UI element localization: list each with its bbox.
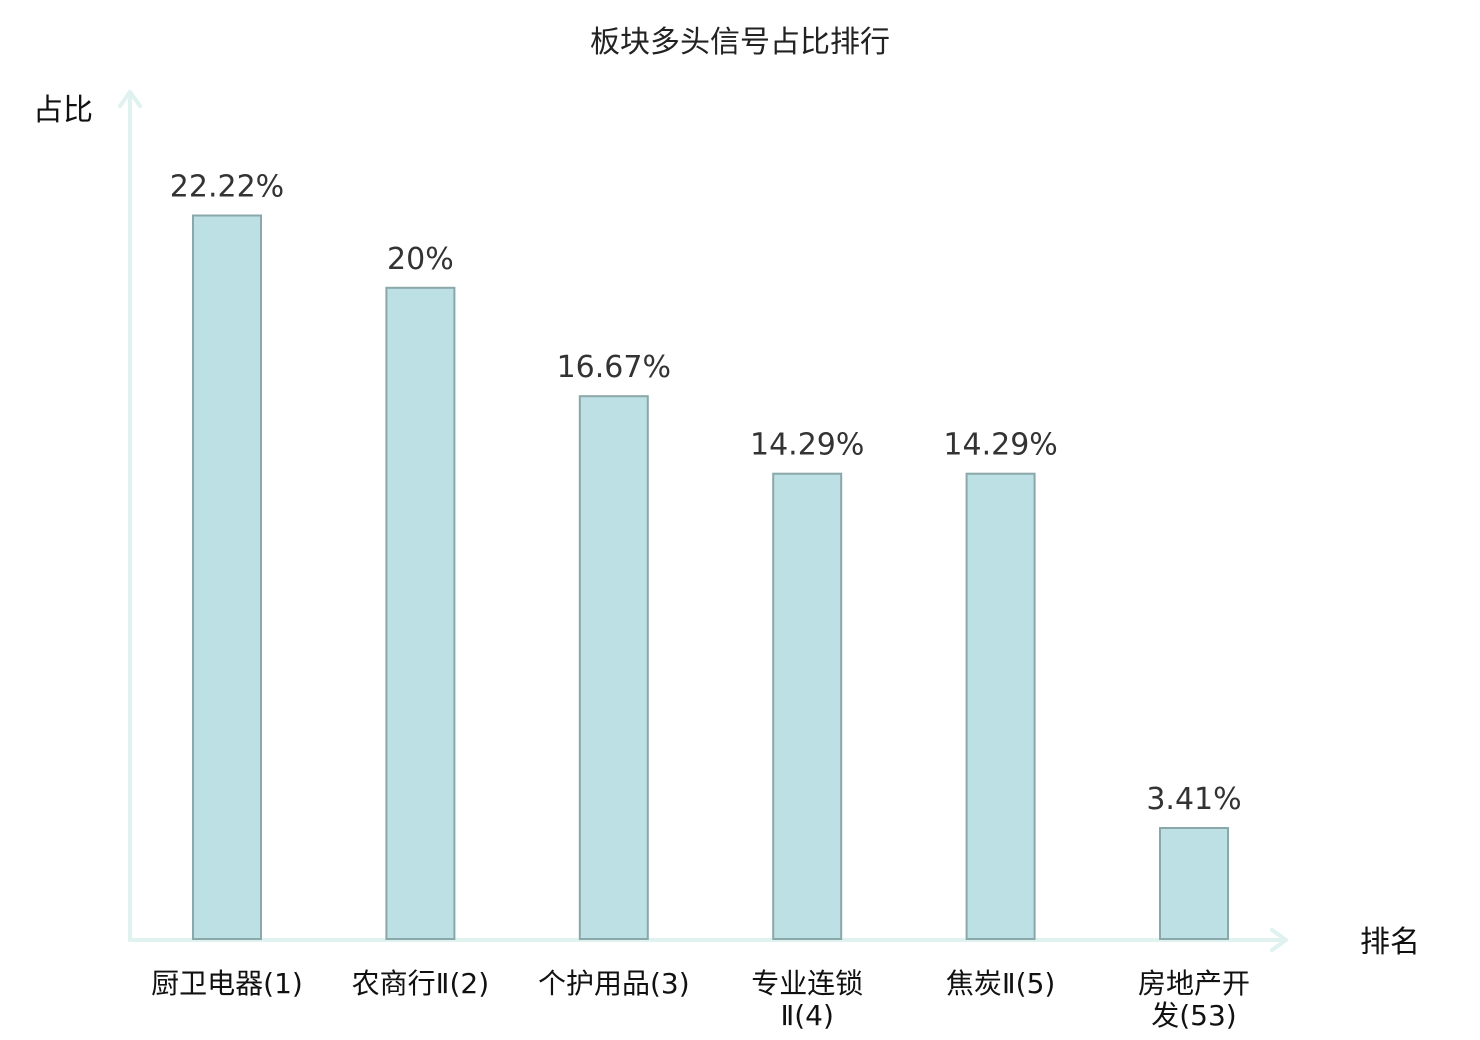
value-labels: 22.22% 20% 16.67% 14.29% 14.29% 3.41% (170, 170, 1242, 818)
category-label-6-line-1: 房地产开 (1138, 967, 1250, 1000)
chart-title: 板块多头信号占比排行 (590, 25, 890, 60)
category-label-3: 个护用品(3) (538, 967, 690, 1000)
category-label-4-line-2: Ⅱ(4) (780, 999, 833, 1032)
bar-4 (772, 472, 843, 940)
x-axis-label: 排名 (1360, 925, 1420, 960)
category-label-6: 房地产开发(53) (1138, 967, 1250, 1032)
category-label-6-line-2: 发(53) (1151, 999, 1236, 1032)
category-label-5: 焦炭Ⅱ(5) (946, 967, 1055, 1000)
y-axis-arrow (118, 90, 142, 108)
bar-3 (578, 395, 649, 940)
bar-2 (385, 286, 456, 940)
bar-6 (1159, 827, 1229, 940)
value-label-1: 22.22% (170, 170, 284, 205)
category-label-3-line-1: 个护用品(3) (538, 967, 690, 1000)
category-label-1-line-1: 厨卫电器(1) (151, 967, 303, 1000)
category-label-2-line-1: 农商行Ⅱ(2) (352, 967, 489, 1000)
category-label-4: 专业连锁 Ⅱ(4) (751, 967, 863, 1032)
value-label-3: 16.67% (557, 350, 671, 385)
category-labels: 厨卫电器(1) 农商行Ⅱ(2) 个护用品(3) 专业连锁 Ⅱ(4) 焦炭Ⅱ(5) 房地产开发… (151, 967, 1250, 1032)
category-label-1: 厨卫电器(1) (151, 967, 303, 1000)
value-label-2: 20% (387, 242, 454, 277)
category-label-2: 农商行Ⅱ(2) (352, 967, 489, 1000)
value-label-4: 14.29% (750, 428, 864, 463)
bar-5 (965, 472, 1036, 940)
bars (192, 214, 1229, 940)
category-label-4-line-1: 专业连锁 (751, 967, 863, 1000)
y-axis-label: 占比 (33, 93, 93, 128)
x-axis-arrow (1270, 928, 1288, 952)
value-label-6: 3.41% (1146, 782, 1241, 817)
axes (118, 90, 1288, 952)
value-label-5: 14.29% (943, 428, 1057, 463)
bar-1 (192, 214, 262, 940)
category-label-5-line-1: 焦炭Ⅱ(5) (946, 967, 1055, 1000)
